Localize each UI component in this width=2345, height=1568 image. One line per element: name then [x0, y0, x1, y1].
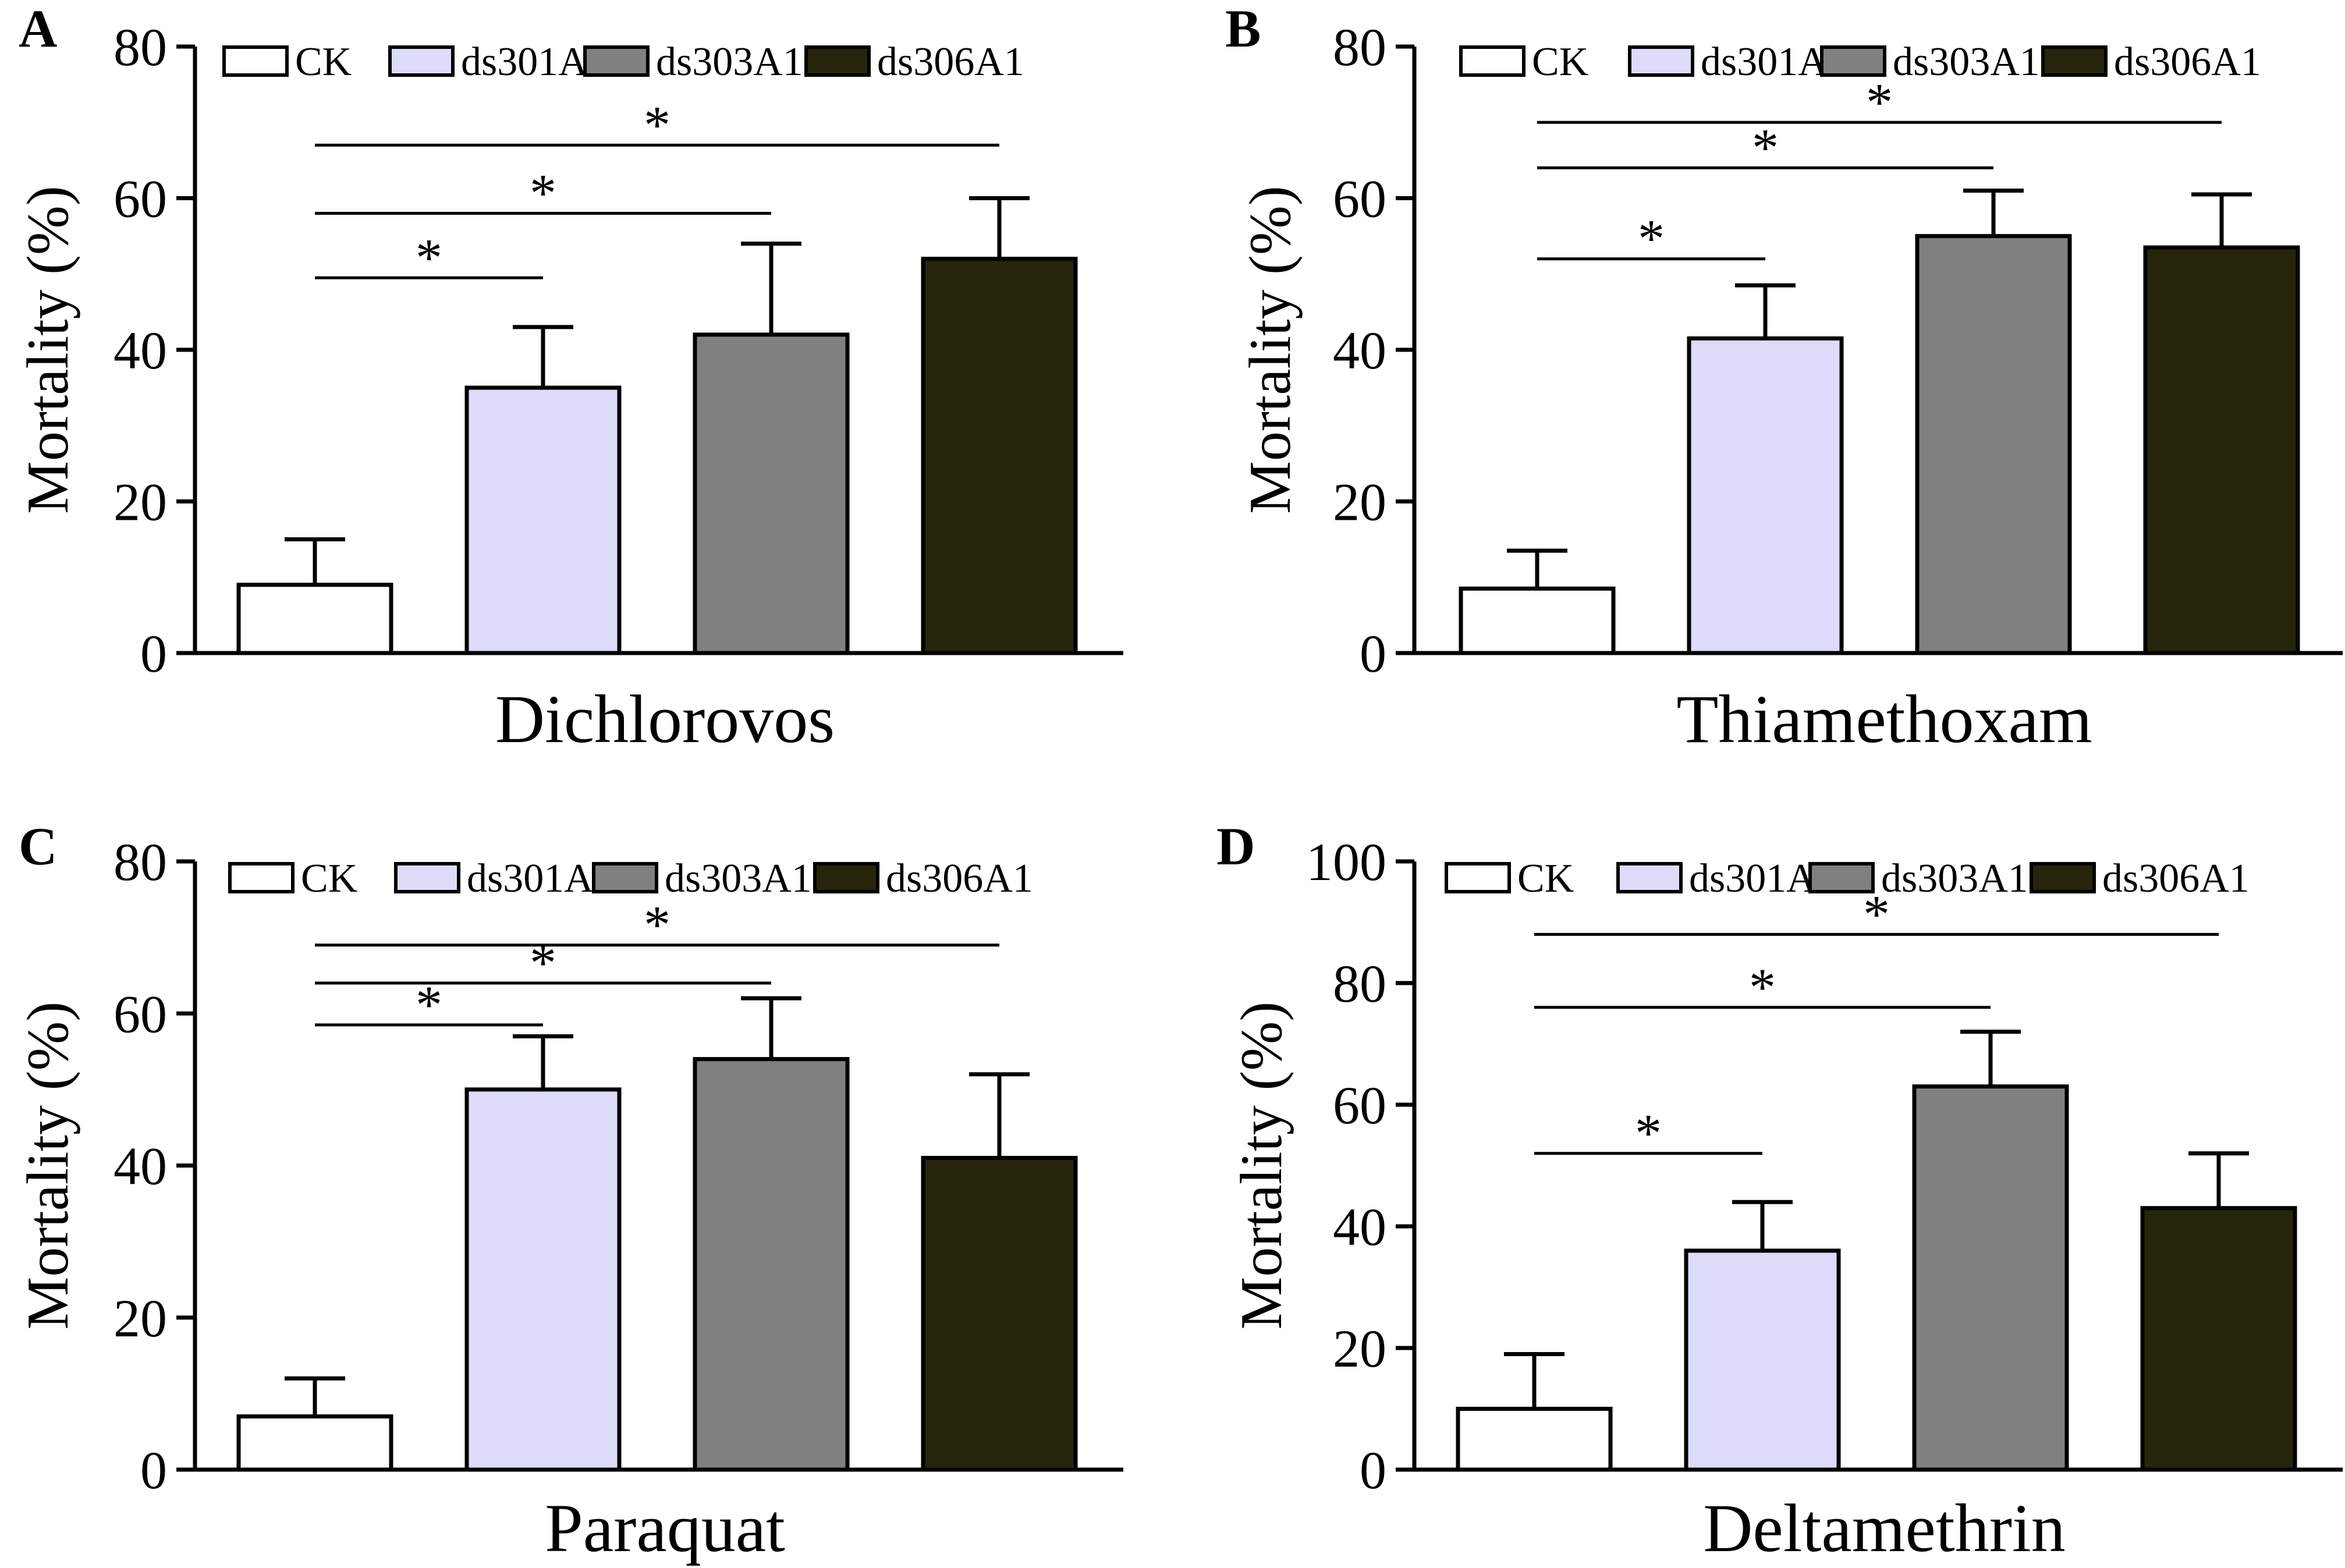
legend-label-ck: CK [1532, 40, 1588, 84]
y-tick-label: 60 [113, 984, 167, 1044]
bar-ck [1456, 1407, 1613, 1472]
bar-ds303a1 [693, 1057, 850, 1472]
x-axis-label: Deltamethrin [1703, 1490, 2066, 1566]
legend-label-ck: CK [295, 40, 352, 84]
y-tick-label: 80 [113, 17, 167, 77]
legend-label-ds306a1: ds306A1 [2114, 40, 2261, 84]
legend-swatch-ds301a1 [1628, 45, 1694, 77]
y-tick-label: 40 [1333, 321, 1386, 380]
y-axis-label: Mortality (%) [15, 186, 81, 514]
legend-label-ds303a1: ds303A1 [656, 40, 803, 84]
significance-star: * [1635, 1104, 1662, 1163]
y-tick-label: 0 [1360, 1441, 1386, 1500]
significance-star: * [416, 228, 442, 287]
legend-label-ds306a1: ds306A1 [877, 40, 1024, 84]
y-tick-label: 100 [1306, 832, 1386, 892]
x-axis-label: Thiamethoxam [1676, 681, 2092, 757]
bar-ds301a1 [1687, 336, 1844, 655]
legend-swatch-ds306a1 [2030, 862, 2096, 893]
y-axis-label: Mortality (%) [1229, 1002, 1294, 1330]
y-tick-label: 40 [1333, 1197, 1386, 1257]
significance-star: * [1863, 884, 1890, 943]
panel-letter: B [1225, 0, 1261, 58]
legend-label-ck: CK [1517, 856, 1574, 901]
panel-letter: A [19, 0, 57, 58]
legend-swatch-ds303a1 [592, 862, 658, 893]
y-tick-label: 0 [140, 624, 167, 683]
legend-swatch-ds306a1 [2041, 45, 2108, 77]
significance-star: * [1638, 209, 1665, 268]
y-tick-label: 40 [113, 321, 167, 380]
legend-swatch-ck [228, 862, 295, 893]
chart-panel-b: B 0 20 40 60 80 Mortality (%) Thiamethoxam * * * CK… [1225, 0, 2343, 757]
significance-star: * [644, 95, 670, 154]
bar-ck [1459, 586, 1616, 655]
legend-label-ds306a1: ds306A1 [886, 856, 1033, 901]
legend-swatch-ds306a1 [804, 45, 871, 77]
bar-ds306a1 [2140, 1206, 2297, 1472]
legend-label-ds303a1: ds303A1 [1893, 40, 2040, 84]
legend-swatch-ds303a1 [1820, 45, 1886, 77]
bar-ds301a1 [1684, 1248, 1841, 1472]
x-axis-label: Paraquat [545, 1490, 785, 1566]
panel-letter: C [19, 817, 57, 876]
significance-star: * [1749, 957, 1776, 1017]
bar-ds306a1 [921, 1155, 1078, 1472]
significance-star: * [530, 164, 556, 223]
legend-label-ds306a1: ds306A1 [2102, 856, 2250, 901]
y-tick-label: 0 [1360, 624, 1386, 683]
chart-panel-d: D 0 20 40 60 80 100 Mortality (%) Deltamethrin * *… [1216, 817, 2343, 1566]
bar-ds301a1 [464, 1087, 622, 1472]
legend-swatch-ds301a1 [1616, 862, 1683, 893]
legend-swatch-ds301a1 [394, 862, 460, 893]
significance-star: * [416, 975, 442, 1034]
bar-ck [236, 583, 393, 655]
significance-star: * [644, 895, 670, 955]
legend-swatch-ck [1459, 45, 1526, 77]
y-tick-label: 60 [113, 169, 167, 229]
legend-swatch-ck [1445, 862, 1511, 893]
y-tick-label: 60 [1333, 169, 1386, 229]
y-axis-label: Mortality (%) [1237, 186, 1303, 514]
y-tick-label: 20 [113, 1289, 167, 1348]
y-tick-label: 80 [113, 832, 167, 892]
chart-panel-a: A 0 20 40 60 80 Mortality (%) Dichlorovos * * * CK d… [15, 0, 1123, 757]
bar-ds303a1 [693, 332, 850, 655]
legend-swatch-ds303a1 [1808, 862, 1875, 893]
legend-swatch-ck [222, 45, 289, 77]
y-tick-label: 40 [113, 1137, 167, 1196]
y-tick-label: 80 [1333, 17, 1386, 77]
bar-ds303a1 [1915, 234, 2072, 655]
legend-label-ck: CK [301, 856, 357, 901]
significance-star: * [1866, 72, 1893, 132]
chart-panel-c: C 0 20 40 60 80 Mortality (%) Paraquat * * * CK ds30… [15, 817, 1123, 1566]
y-tick-label: 20 [1333, 473, 1386, 532]
panel-letter: D [1216, 817, 1255, 876]
y-tick-label: 0 [140, 1441, 167, 1500]
significance-star: * [530, 933, 556, 992]
bar-ck [236, 1414, 393, 1472]
legend-label-ds303a1: ds303A1 [1881, 856, 2028, 901]
legend-swatch-ds303a1 [583, 45, 650, 77]
y-axis-label: Mortality (%) [15, 1002, 81, 1330]
x-axis-label: Dichlorovos [495, 681, 835, 757]
legend-swatch-ds306a1 [813, 862, 879, 893]
bar-ds306a1 [921, 257, 1078, 655]
bar-ds303a1 [1912, 1084, 2069, 1472]
bar-ds301a1 [464, 385, 622, 655]
legend-swatch-ds301a1 [388, 45, 455, 77]
legend-label-ds301a1: ds301A1 [467, 856, 614, 901]
legend-label-ds303a1: ds303A1 [665, 856, 812, 901]
y-tick-label: 20 [113, 473, 167, 532]
significance-star: * [1752, 118, 1779, 177]
bar-ds306a1 [2143, 245, 2300, 655]
y-tick-label: 80 [1333, 954, 1386, 1013]
y-tick-label: 60 [1333, 1076, 1386, 1135]
y-tick-label: 20 [1333, 1319, 1386, 1378]
